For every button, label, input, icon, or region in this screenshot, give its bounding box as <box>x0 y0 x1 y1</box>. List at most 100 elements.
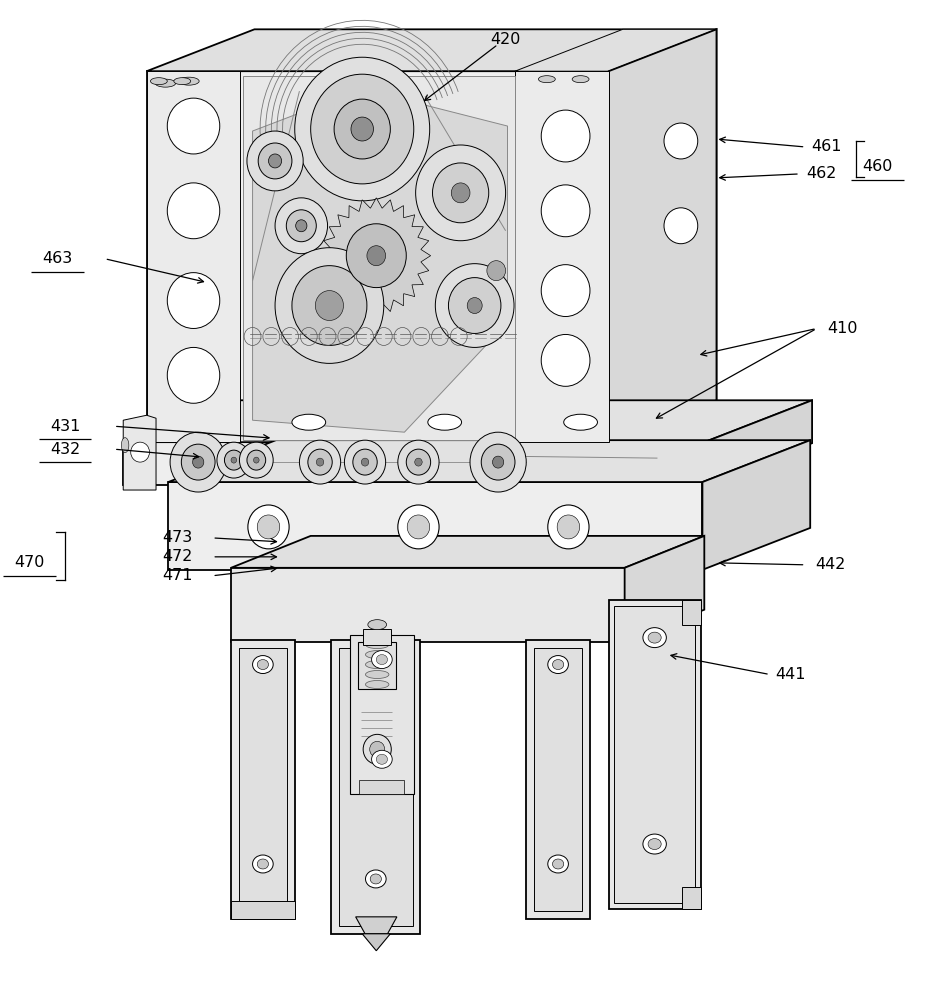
Circle shape <box>487 261 506 281</box>
Circle shape <box>248 505 290 549</box>
Circle shape <box>369 741 384 757</box>
Circle shape <box>258 143 292 179</box>
Polygon shape <box>609 29 716 442</box>
Circle shape <box>240 442 274 478</box>
Circle shape <box>167 98 220 154</box>
Text: 471: 471 <box>163 568 193 583</box>
Ellipse shape <box>366 661 389 669</box>
Polygon shape <box>515 29 716 71</box>
Bar <box>609 600 700 909</box>
Circle shape <box>361 458 368 466</box>
Circle shape <box>664 123 697 159</box>
Text: 420: 420 <box>491 32 521 47</box>
Ellipse shape <box>648 632 661 643</box>
Circle shape <box>193 456 204 468</box>
Circle shape <box>292 266 367 345</box>
Circle shape <box>231 457 237 463</box>
Circle shape <box>247 131 304 191</box>
Polygon shape <box>147 29 716 71</box>
Polygon shape <box>362 934 390 951</box>
Ellipse shape <box>366 661 386 679</box>
Ellipse shape <box>258 859 269 869</box>
Circle shape <box>415 145 506 241</box>
Text: 432: 432 <box>50 442 80 457</box>
Circle shape <box>557 515 580 539</box>
Bar <box>526 640 590 919</box>
Ellipse shape <box>258 660 269 670</box>
Bar <box>515 71 609 442</box>
Bar <box>682 600 700 625</box>
Circle shape <box>407 515 430 539</box>
Bar <box>231 568 625 642</box>
Ellipse shape <box>376 655 387 665</box>
Polygon shape <box>355 917 397 934</box>
Circle shape <box>254 457 259 463</box>
Ellipse shape <box>366 870 386 888</box>
Circle shape <box>287 210 316 242</box>
Circle shape <box>346 224 406 288</box>
Circle shape <box>432 163 489 223</box>
Ellipse shape <box>539 76 556 83</box>
Ellipse shape <box>121 438 129 453</box>
Circle shape <box>217 442 251 478</box>
Ellipse shape <box>370 874 382 884</box>
Polygon shape <box>625 536 704 642</box>
Text: 460: 460 <box>863 159 893 174</box>
Ellipse shape <box>564 414 598 430</box>
Circle shape <box>664 208 697 244</box>
Polygon shape <box>702 440 810 570</box>
Circle shape <box>334 99 390 159</box>
Text: 463: 463 <box>42 251 72 266</box>
Polygon shape <box>231 536 704 568</box>
Ellipse shape <box>366 680 389 688</box>
Bar <box>358 642 396 689</box>
Text: 441: 441 <box>776 667 806 682</box>
Text: 462: 462 <box>807 166 837 181</box>
Ellipse shape <box>548 656 569 674</box>
Circle shape <box>435 264 514 347</box>
Circle shape <box>481 444 515 480</box>
Circle shape <box>167 347 220 403</box>
Circle shape <box>167 273 220 328</box>
Circle shape <box>181 444 215 480</box>
Ellipse shape <box>155 79 176 87</box>
Polygon shape <box>168 440 810 482</box>
Ellipse shape <box>371 750 392 768</box>
Bar <box>239 648 288 911</box>
Circle shape <box>470 432 526 492</box>
Bar <box>359 780 404 794</box>
Ellipse shape <box>292 414 325 430</box>
Bar <box>350 635 414 794</box>
Text: 472: 472 <box>163 549 193 564</box>
Ellipse shape <box>553 859 564 869</box>
Polygon shape <box>321 198 431 314</box>
Circle shape <box>367 246 385 266</box>
Circle shape <box>448 278 501 333</box>
Circle shape <box>167 183 220 239</box>
Ellipse shape <box>572 76 589 83</box>
Circle shape <box>398 440 439 484</box>
Ellipse shape <box>548 855 569 873</box>
Bar <box>231 901 295 919</box>
Circle shape <box>541 265 590 317</box>
Text: 473: 473 <box>163 530 193 545</box>
Circle shape <box>344 440 385 484</box>
Ellipse shape <box>179 77 199 85</box>
Circle shape <box>541 185 590 237</box>
Ellipse shape <box>366 641 389 649</box>
Ellipse shape <box>553 660 564 670</box>
Ellipse shape <box>368 620 386 630</box>
Text: 470: 470 <box>14 555 45 570</box>
Text: 410: 410 <box>827 321 857 336</box>
Circle shape <box>541 334 590 386</box>
Circle shape <box>170 432 227 492</box>
Ellipse shape <box>174 78 191 85</box>
Ellipse shape <box>366 651 389 659</box>
Circle shape <box>295 57 430 201</box>
Ellipse shape <box>370 665 382 675</box>
Circle shape <box>406 449 431 475</box>
Circle shape <box>415 458 422 466</box>
Ellipse shape <box>371 651 392 669</box>
Polygon shape <box>253 89 508 432</box>
Text: 431: 431 <box>50 419 80 434</box>
